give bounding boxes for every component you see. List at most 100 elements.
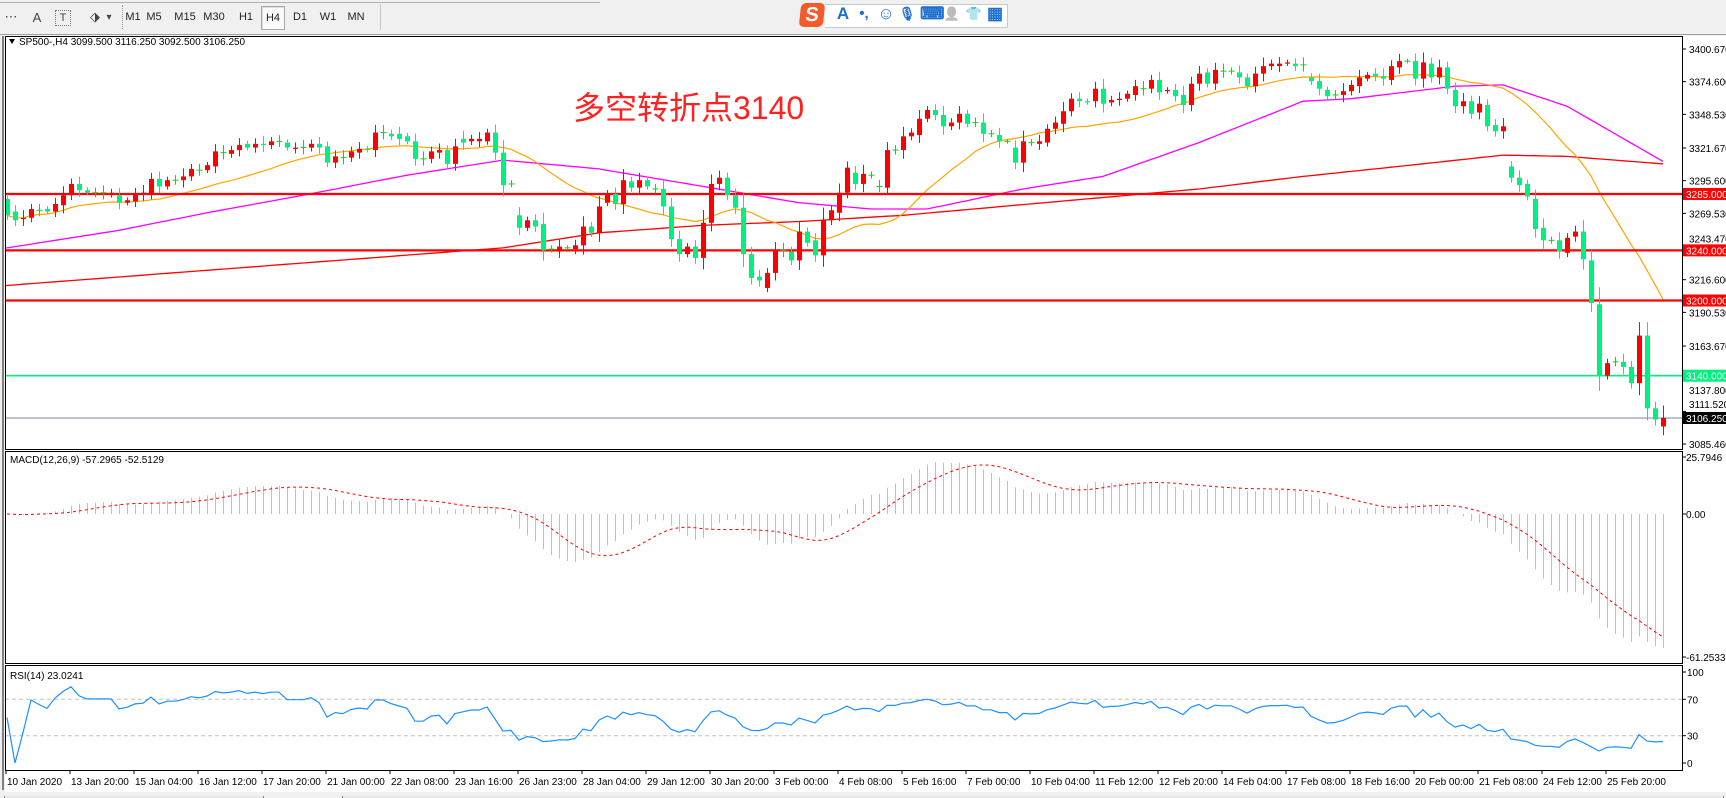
candle-82 [661,178,666,216]
ime-user-icon[interactable]: 👤 [943,6,961,21]
price-tick-label: 3321.670 [1689,144,1726,155]
period-m5-button[interactable]: M5 [146,11,162,23]
ime-skin-icon[interactable]: 👕 [965,6,983,21]
candle-body [733,195,738,208]
candle-body [621,180,626,204]
candle-body [29,209,34,218]
period-m15-button[interactable]: M15 [174,11,196,23]
candle-body [541,224,546,251]
candle-body [1597,304,1602,376]
candle-170 [1365,71,1370,82]
candle-body [1365,74,1370,79]
candle-98 [789,246,794,265]
ime-keyboard-icon[interactable]: ⌨ [920,4,945,23]
candle-205 [1645,322,1650,421]
ime-logo[interactable]: S [798,3,826,27]
candle-body [805,231,810,243]
candle-body [1413,61,1418,79]
candle-18 [149,172,154,200]
candle-body [333,156,338,163]
candle-143 [1149,74,1154,94]
candle-body [765,272,770,288]
candle-body [885,150,890,188]
candle-38 [309,139,314,152]
chevron-down-icon[interactable]: ▾ [106,11,112,23]
period-h1-button[interactable]: H1 [238,11,254,23]
candle-body [581,226,586,246]
ime-toolbox-icon[interactable]: ▦ [986,4,1004,23]
candle-body [917,118,922,136]
candle-body [773,250,778,273]
candle-body [13,211,18,221]
candle-40 [325,141,330,168]
candle-49 [397,126,402,146]
candle-81 [652,183,659,194]
candle-body [741,207,746,255]
price-label-bg [1683,294,1726,307]
text-a-icon[interactable]: A [32,9,42,25]
text-label-icon[interactable]: T [55,10,71,26]
candle-64 [517,207,522,236]
period-w1-button[interactable]: W1 [319,11,337,23]
candle-25 [205,161,210,174]
candle-6 [53,197,58,218]
price-tick-label: 3243.470 [1689,234,1726,245]
candle-122 [981,113,986,143]
period-d1-button[interactable]: D1 [292,11,308,23]
candle-71 [573,239,578,255]
price-label-bg [1683,187,1726,200]
candle-body [597,206,602,233]
collapse-triangle-icon[interactable] [9,39,15,44]
candle-body [205,165,210,171]
candle-125 [1004,138,1011,144]
ime-voice-icon[interactable]: 🎙 [898,6,916,21]
candle-body [1485,104,1490,127]
candle-body [1013,147,1018,163]
candle-154 [1237,65,1242,84]
arrows-icon[interactable]: ⬗ [90,9,100,24]
period-m30-button[interactable]: M30 [203,11,225,23]
candle-body [1189,83,1194,105]
period-mn-button[interactable]: MN [347,11,365,23]
ime-english-icon[interactable]: A [836,4,850,23]
period-m1-button[interactable]: M1 [125,11,141,23]
candle-99 [797,220,802,270]
toolbar-separator[interactable] [122,5,125,29]
candle-174 [1397,53,1402,74]
candle-body [229,150,234,154]
candle-68 [548,245,555,253]
candle-body [1037,141,1042,144]
candle-body [837,192,842,213]
price-line-label: 3106.250 [1686,414,1726,425]
candle-110 [885,141,890,196]
date-tick-label: 12 Feb 20:00 [1159,777,1218,788]
period-h4-button[interactable]: H4 [261,6,285,30]
candle-147 [1181,85,1186,114]
candle-body [269,141,274,146]
candle-body [1109,99,1114,103]
candle-body [45,209,50,212]
candle-body [709,183,714,223]
candle-42 [340,150,347,165]
candle-body [1277,63,1282,67]
grid-f-icon[interactable]: ⋯ [4,9,18,24]
candle-body [309,143,314,148]
candle-body [85,190,90,193]
candle-167 [1341,83,1346,103]
ime-punctuation-icon[interactable]: •, [859,5,869,22]
candle-body [1581,231,1586,260]
ime-emoji-icon[interactable]: ☺ [877,4,895,23]
candle-body [981,122,986,134]
candle-body [125,200,130,203]
date-tick-label: 24 Feb 12:00 [1543,777,1602,788]
candle-body [1133,86,1138,95]
candle-178 [1429,57,1434,83]
toolbar: ⋯ A T ⬗ ▾ M1 M5 M15 M30 H1 H4 D1 W1 MN S A •, ☺ … [0,0,1726,35]
candle-166 [1332,89,1339,100]
candle-41 [333,150,338,168]
candle-184 [1477,96,1482,120]
candle-134 [1077,92,1082,108]
candle-129 [1037,134,1042,150]
candle-body [605,193,610,203]
